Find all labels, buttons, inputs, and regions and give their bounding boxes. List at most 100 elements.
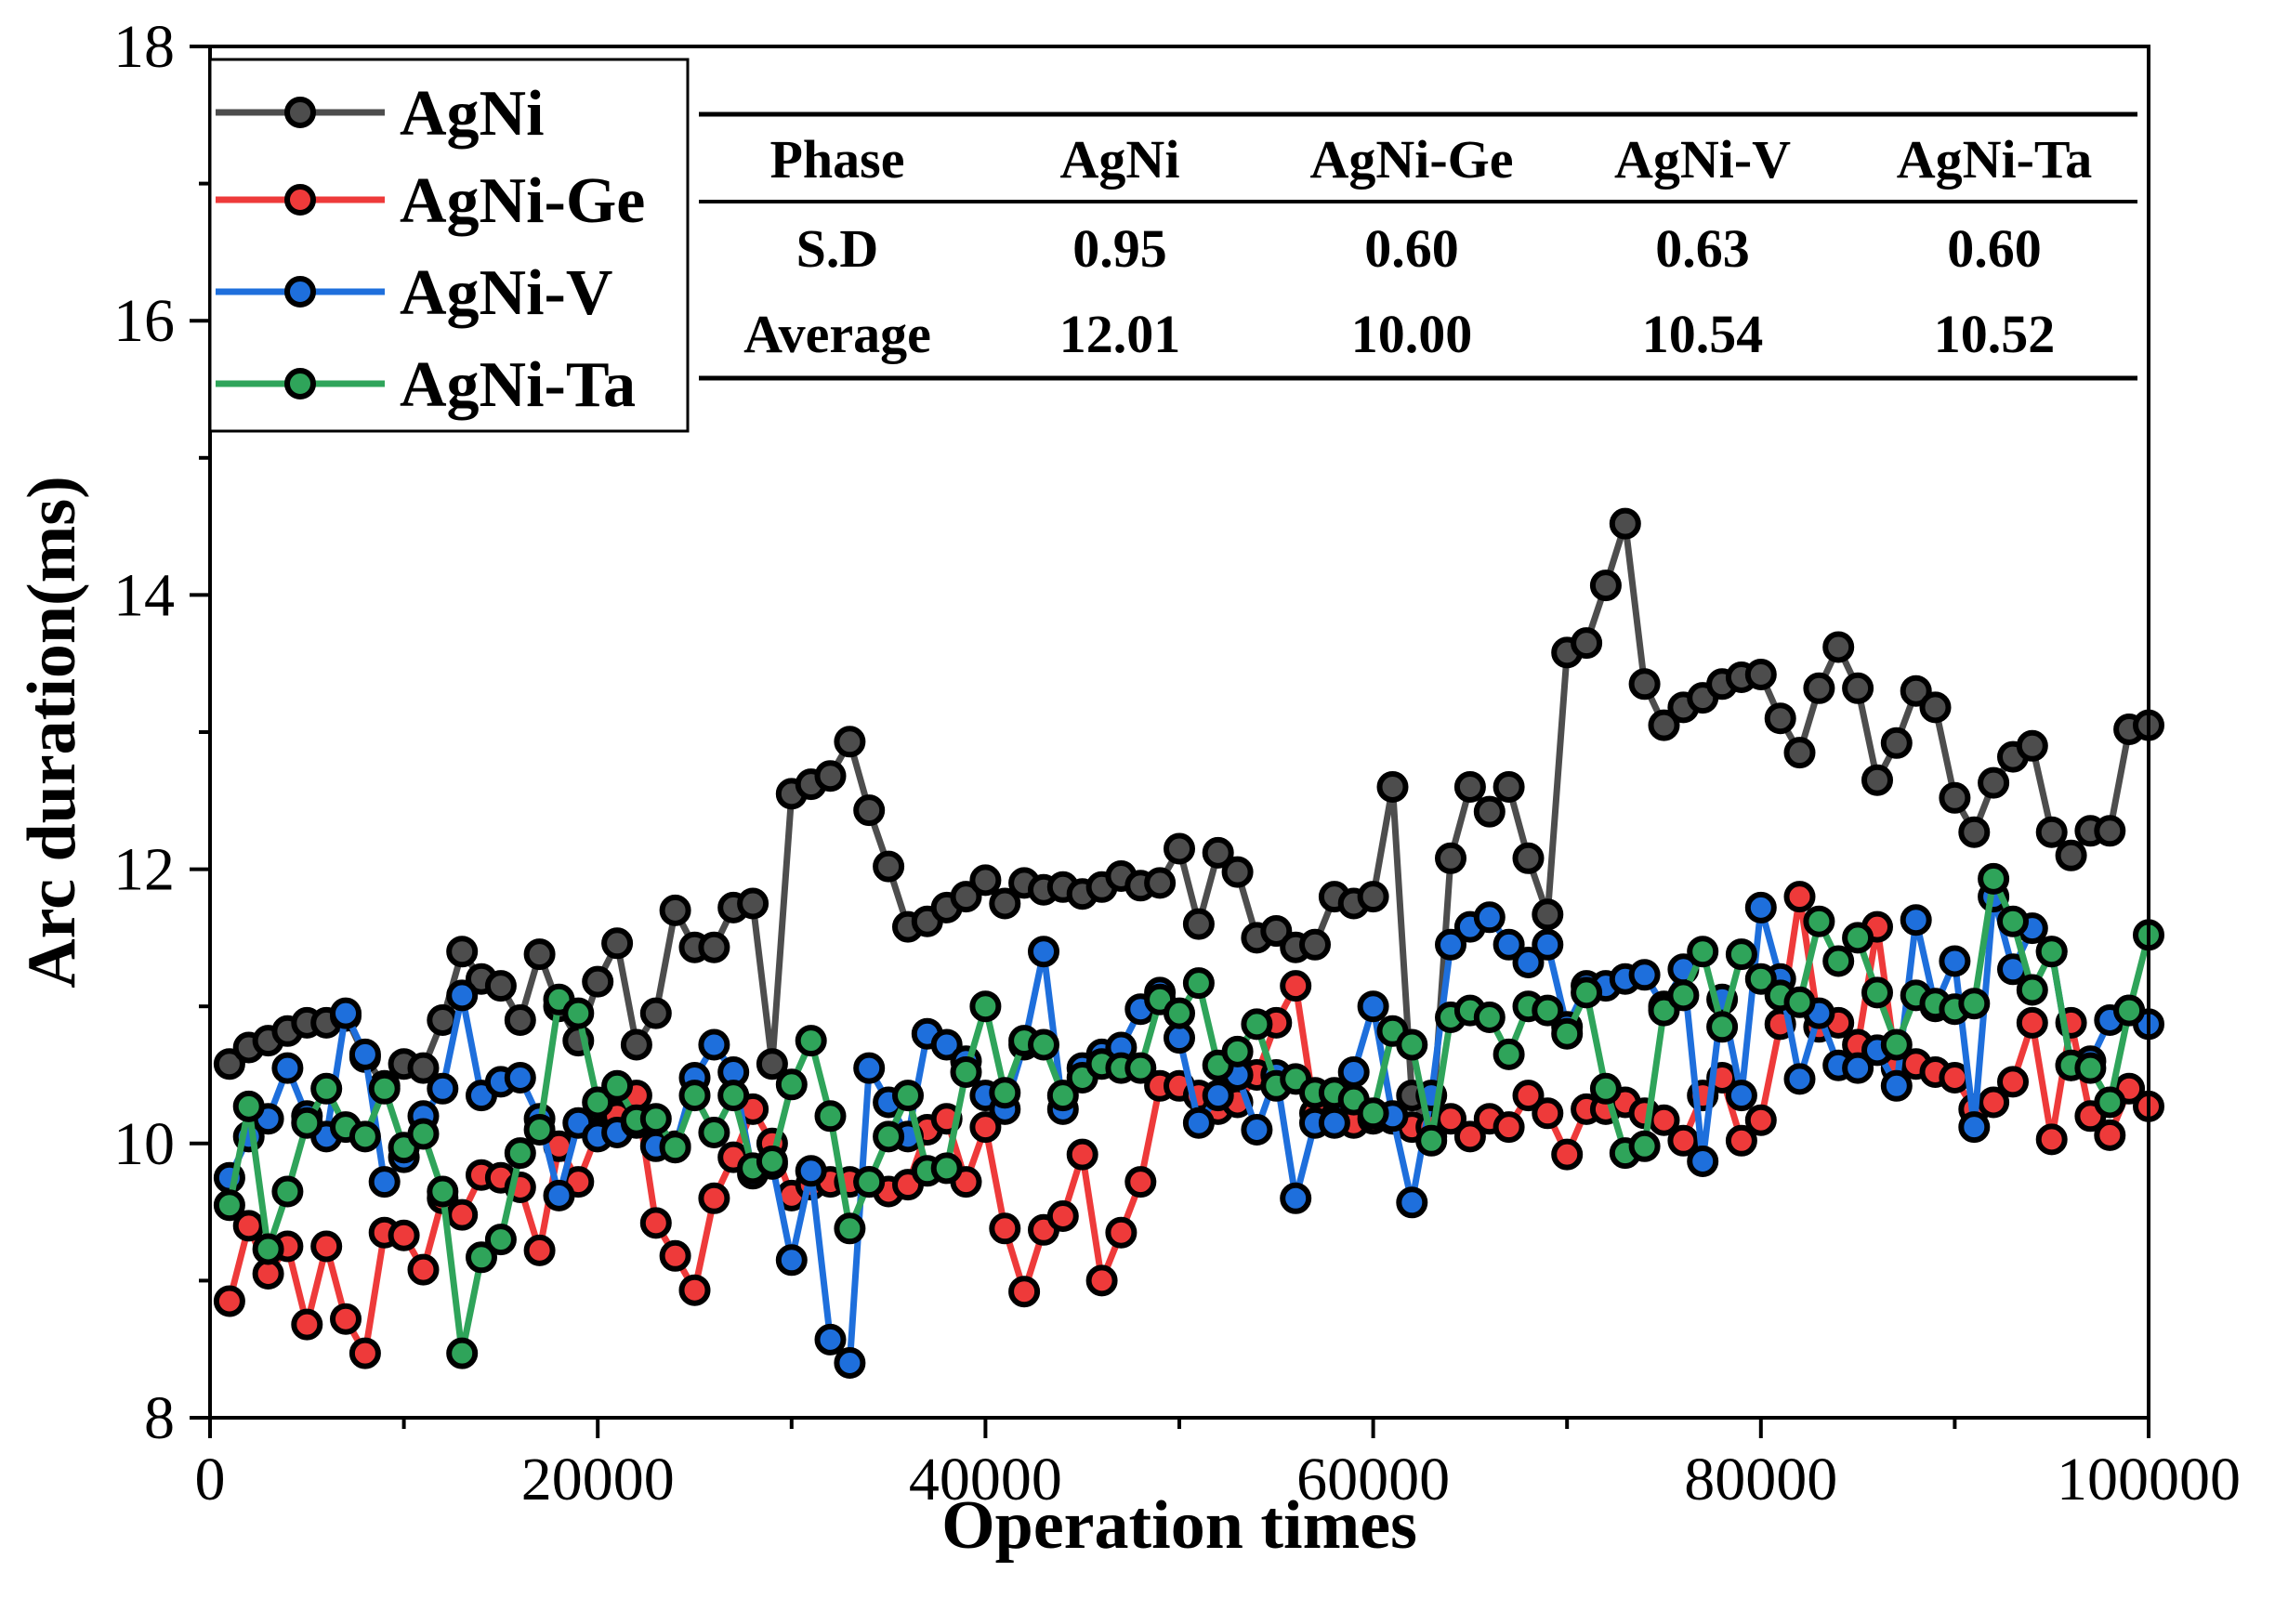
data-point-0-25 xyxy=(698,931,730,963)
data-point-0-20 xyxy=(601,927,634,960)
table-cell: 10.54 xyxy=(1642,304,1764,364)
data-point-1-64 xyxy=(1453,1120,1486,1153)
data-point-3-38 xyxy=(950,1056,982,1088)
data-point-3-25 xyxy=(698,1117,730,1148)
data-point-3-49 xyxy=(1164,997,1195,1029)
table-cell: 0.60 xyxy=(1364,218,1459,279)
legend: AgNi AgNi-Ge AgNi-V AgNi-Ta xyxy=(208,58,690,433)
data-point-1-4 xyxy=(291,1308,323,1341)
data-point-3-97 xyxy=(2094,1086,2126,1119)
data-point-0-48 xyxy=(1144,867,1177,899)
data-point-2-53 xyxy=(1241,1114,1273,1146)
data-point-1-97 xyxy=(2094,1119,2126,1151)
table-header-cell: AgNi-V xyxy=(1614,129,1791,190)
data-point-1-81 xyxy=(1783,881,1816,913)
data-point-1-89 xyxy=(1939,1062,1971,1094)
data-point-3-11 xyxy=(427,1175,459,1208)
data-point-3-19 xyxy=(582,1086,614,1119)
data-point-2-86 xyxy=(1880,1069,1913,1102)
data-point-0-65 xyxy=(1473,795,1506,828)
data-point-1-0 xyxy=(213,1285,245,1317)
stats-table: Phase AgNi AgNi-Ge AgNi-V AgNi-Ta S.D 0.95 0.60… xyxy=(699,111,2137,381)
data-point-0-73 xyxy=(1628,668,1661,701)
data-point-2-25 xyxy=(698,1028,730,1061)
y-tick-label: 8 xyxy=(144,1384,175,1452)
data-point-3-29 xyxy=(775,1068,808,1101)
data-point-1-47 xyxy=(1124,1166,1157,1198)
data-point-3-3 xyxy=(271,1175,304,1208)
data-point-3-75 xyxy=(1667,979,1700,1012)
data-point-3-24 xyxy=(678,1080,711,1112)
data-point-2-61 xyxy=(1396,1186,1428,1219)
data-point-0-38 xyxy=(950,881,982,913)
data-point-1-78 xyxy=(1725,1124,1757,1157)
y-tick-label: 12 xyxy=(113,836,175,904)
data-point-1-69 xyxy=(1551,1138,1584,1171)
axes-layer: 0 20000 40000 60000 80000 100000 8 10 12 14 16 18 xyxy=(113,13,2241,1513)
y-tick-label: 14 xyxy=(113,561,175,629)
data-point-0-60 xyxy=(1376,771,1409,803)
data-point-1-93 xyxy=(2016,1006,2048,1039)
data-point-3-2 xyxy=(252,1233,284,1265)
table-cell: 0.60 xyxy=(1947,218,2042,279)
table-header-cell: AgNi-Ge xyxy=(1309,129,1513,190)
data-point-3-83 xyxy=(1822,945,1855,977)
data-point-3-5 xyxy=(310,1072,343,1105)
data-point-0-71 xyxy=(1589,570,1622,602)
data-point-2-87 xyxy=(1900,904,1932,936)
legend-label: AgNi xyxy=(400,78,545,150)
data-point-0-87 xyxy=(1900,674,1932,707)
data-point-1-67 xyxy=(1512,1080,1545,1112)
data-point-2-68 xyxy=(1532,928,1564,961)
table-cell: 10.52 xyxy=(1934,304,2056,364)
data-point-1-41 xyxy=(1008,1276,1041,1308)
data-point-1-39 xyxy=(969,1111,1002,1144)
data-point-1-9 xyxy=(388,1219,420,1251)
data-point-1-46 xyxy=(1105,1216,1138,1249)
data-point-0-67 xyxy=(1512,842,1545,874)
data-point-3-84 xyxy=(1842,922,1874,954)
data-point-1-6 xyxy=(330,1303,362,1335)
data-point-3-59 xyxy=(1357,1097,1389,1130)
data-point-0-82 xyxy=(1803,672,1835,704)
data-point-2-63 xyxy=(1435,928,1466,961)
data-point-3-33 xyxy=(853,1166,886,1198)
data-point-1-45 xyxy=(1085,1264,1118,1297)
data-point-0-52 xyxy=(1221,856,1254,888)
data-point-1-40 xyxy=(989,1212,1021,1245)
data-point-0-21 xyxy=(620,1028,652,1061)
data-point-3-26 xyxy=(717,1080,750,1112)
y-tick-label: 16 xyxy=(113,287,175,355)
data-point-0-93 xyxy=(2016,729,2048,762)
data-point-3-82 xyxy=(1803,905,1835,937)
data-point-3-8 xyxy=(368,1072,401,1105)
data-point-3-15 xyxy=(504,1137,536,1170)
x-tick-label: 80000 xyxy=(1684,1446,1837,1513)
data-point-1-55 xyxy=(1280,970,1312,1002)
data-point-0-34 xyxy=(873,850,905,883)
data-point-3-47 xyxy=(1124,1052,1157,1084)
data-point-3-81 xyxy=(1783,986,1816,1018)
data-point-0-74 xyxy=(1648,709,1680,741)
data-point-0-49 xyxy=(1164,832,1195,865)
data-point-1-79 xyxy=(1744,1104,1777,1136)
data-point-0-95 xyxy=(2055,839,2087,871)
data-point-3-0 xyxy=(213,1189,245,1222)
data-point-3-76 xyxy=(1687,936,1719,968)
data-point-1-68 xyxy=(1532,1097,1564,1130)
x-tick-label: 40000 xyxy=(909,1446,1062,1513)
data-point-1-43 xyxy=(1046,1200,1079,1232)
legend-swatch-marker xyxy=(284,184,316,216)
data-point-3-69 xyxy=(1551,1017,1584,1050)
data-point-3-77 xyxy=(1706,1011,1739,1043)
data-point-3-71 xyxy=(1589,1072,1622,1105)
data-point-2-78 xyxy=(1725,1080,1757,1112)
data-point-3-1 xyxy=(232,1090,265,1122)
data-point-0-22 xyxy=(639,997,672,1029)
legend-label: AgNi-Ge xyxy=(400,165,645,237)
data-point-0-81 xyxy=(1783,737,1816,769)
data-point-3-4 xyxy=(291,1107,323,1139)
data-point-3-10 xyxy=(407,1118,440,1150)
data-point-1-66 xyxy=(1493,1111,1525,1144)
data-point-0-50 xyxy=(1182,908,1215,940)
